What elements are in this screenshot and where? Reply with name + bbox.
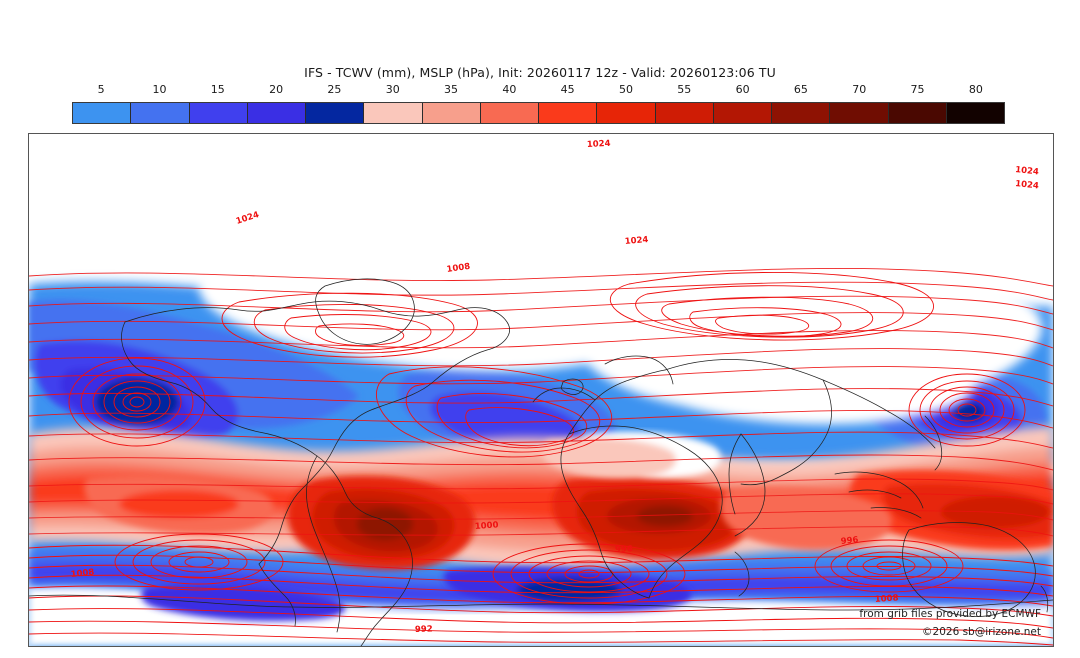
colorbar-segment-13 — [830, 103, 889, 123]
colorbar-tick-60: 60 — [735, 83, 750, 96]
svg-text:1024: 1024 — [587, 139, 611, 150]
colorbar-segment-9 — [597, 103, 656, 123]
colorbar-tick-75: 75 — [910, 83, 925, 96]
colorbar-tick-labels: 5 10 15 20 25 30 35 40 45 50 55 60 65 70 75 80 — [72, 83, 1005, 99]
map-frame[interactable]: 1024 1024 1024 1024 1024 1008 1000 996 9… — [28, 133, 1054, 647]
colorbar-segment-4 — [306, 103, 365, 123]
svg-text:996: 996 — [615, 544, 633, 555]
colorbar: 5 10 15 20 25 30 35 40 45 50 55 60 65 70 75 80 — [72, 83, 1005, 125]
colorbar-tick-70: 70 — [852, 83, 867, 96]
source-attribution: from grib files provided by ECMWF — [859, 608, 1041, 620]
colorbar-tick-25: 25 — [327, 83, 342, 96]
svg-text:1008: 1008 — [875, 593, 899, 605]
coastlines — [29, 278, 1053, 646]
isobar-labels: 1024 1024 1024 1024 1024 1008 1000 996 9… — [70, 139, 1039, 635]
svg-text:1024: 1024 — [1015, 179, 1040, 191]
svg-text:1008: 1008 — [70, 568, 95, 580]
colorbar-tick-40: 40 — [502, 83, 517, 96]
colorbar-tick-45: 45 — [560, 83, 575, 96]
colorbar-segment-12 — [772, 103, 831, 123]
page-title: IFS - TCWV (mm), MSLP (hPa), Init: 20260… — [304, 65, 776, 80]
colorbar-segment-1 — [131, 103, 190, 123]
svg-text:1024: 1024 — [1015, 165, 1040, 177]
colorbar-tick-55: 55 — [677, 83, 692, 96]
colorbar-segment-3 — [247, 103, 306, 123]
colorbar-tick-20: 20 — [269, 83, 284, 96]
map-canvas[interactable]: 1024 1024 1024 1024 1024 1008 1000 996 9… — [29, 134, 1053, 646]
colorbar-strip — [72, 102, 1005, 124]
colorbar-segment-8 — [539, 103, 598, 123]
colorbar-tick-50: 50 — [618, 83, 633, 96]
colorbar-tick-10: 10 — [152, 83, 167, 96]
colorbar-tick-30: 30 — [385, 83, 400, 96]
mslp-contours — [29, 268, 1053, 646]
colorbar-segment-5 — [364, 103, 423, 123]
copyright-notice: ©2026 sb@irizone.net — [922, 626, 1041, 638]
colorbar-tick-5: 5 — [97, 83, 105, 96]
colorbar-segment-10 — [655, 103, 714, 123]
colorbar-segment-11 — [713, 103, 772, 123]
svg-text:1024: 1024 — [624, 235, 649, 247]
map-svg: 1024 1024 1024 1024 1024 1008 1000 996 9… — [29, 134, 1053, 646]
colorbar-tick-15: 15 — [210, 83, 225, 96]
colorbar-segment-15 — [946, 103, 1004, 123]
tcwv-shading — [29, 134, 1053, 646]
svg-text:1000: 1000 — [475, 520, 499, 532]
svg-text:1008: 1008 — [446, 262, 471, 275]
colorbar-segment-0 — [73, 103, 132, 123]
colorbar-segment-2 — [189, 103, 248, 123]
colorbar-segment-14 — [888, 103, 947, 123]
colorbar-tick-80: 80 — [968, 83, 983, 96]
colorbar-tick-65: 65 — [793, 83, 808, 96]
colorbar-segment-7 — [480, 103, 539, 123]
colorbar-tick-35: 35 — [444, 83, 459, 96]
svg-text:996: 996 — [840, 535, 859, 547]
svg-text:992: 992 — [415, 624, 433, 635]
colorbar-segment-6 — [422, 103, 481, 123]
